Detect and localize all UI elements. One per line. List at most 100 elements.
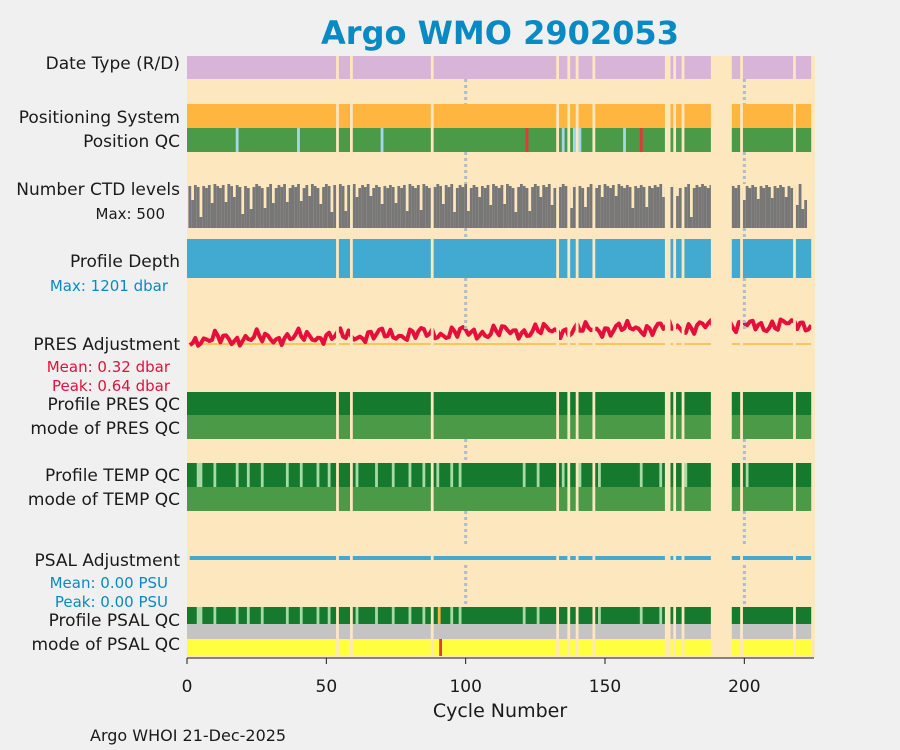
temp-qc-marker — [745, 463, 749, 487]
ctd-level-bar — [327, 186, 331, 228]
x-tick-label: 100 — [449, 677, 481, 697]
cycle-gap — [793, 56, 796, 658]
ctd-level-bar — [653, 185, 657, 228]
ctd-level-bar — [422, 184, 426, 228]
label-number-ctd-levels: Number CTD levels — [16, 180, 180, 200]
ctd-level-bar — [258, 186, 261, 228]
ctd-level-bar — [500, 185, 504, 228]
cycle-gap — [681, 56, 685, 658]
ctd-level-bar — [634, 186, 638, 228]
ctd-level-bar — [444, 185, 448, 228]
bar-position-qc — [187, 128, 814, 152]
ctd-level-bar — [768, 187, 771, 228]
bar-mode-pres-qc — [187, 415, 814, 439]
cycle-gap — [592, 56, 596, 658]
x-tick-label: 200 — [728, 677, 760, 697]
ctd-level-bar — [207, 185, 211, 228]
ctd-level-bar — [263, 208, 267, 228]
ctd-level-bar — [205, 188, 208, 228]
ctd-level-bar — [650, 188, 654, 228]
bar-mode-psal-qc — [187, 639, 814, 656]
ctd-level-bar — [224, 202, 228, 228]
label-mode-pres-qc: mode of PRES QC — [30, 419, 180, 439]
ctd-level-bar — [433, 187, 437, 228]
ctd-level-bar — [628, 187, 632, 228]
ctd-level-bar — [193, 185, 197, 228]
psal-qc-marker — [536, 607, 540, 624]
ctd-level-bar — [210, 203, 214, 228]
ctd-level-bar — [508, 186, 512, 228]
ctd-level-bar — [600, 197, 604, 228]
ctd-level-bar — [255, 184, 259, 228]
status-bars — [187, 56, 814, 656]
ctd-level-bar — [520, 184, 523, 228]
ctd-level-bar — [469, 188, 473, 228]
ctd-level-bar — [405, 211, 409, 228]
temp-qc-marker — [246, 463, 250, 487]
ctd-level-bar — [489, 205, 493, 228]
ctd-level-bar — [698, 187, 702, 228]
ctd-level-bar — [249, 209, 253, 228]
position-qc-marker — [578, 128, 582, 152]
psal-qc-marker — [391, 607, 395, 624]
chart-title: Argo WMO 2902053 — [321, 14, 679, 52]
position-qc-marker — [623, 128, 626, 152]
ctd-level-bar — [542, 185, 546, 228]
bar-profile-depth — [187, 239, 814, 278]
ctd-level-bar — [288, 188, 292, 228]
ctd-level-bar — [297, 184, 300, 228]
ctd-level-bar — [742, 200, 746, 228]
bar-psal-qc-grey — [187, 624, 814, 639]
ctd-level-bar — [196, 187, 200, 228]
ctd-level-bar — [299, 201, 303, 228]
ctd-level-bar — [322, 187, 325, 228]
ctd-level-bar — [280, 187, 284, 228]
ctd-level-bar — [302, 188, 306, 228]
x-tick-label: 0 — [182, 677, 193, 697]
ctd-level-bar — [439, 186, 442, 228]
ctd-level-bar — [386, 188, 390, 228]
ctd-level-bar — [358, 188, 362, 228]
ctd-level-bar — [517, 187, 521, 228]
ctd-level-bar — [400, 188, 403, 228]
ctd-level-bar — [689, 217, 693, 228]
cycle-gap — [556, 56, 560, 658]
ctd-level-bar — [480, 186, 484, 228]
ctd-level-bar — [411, 186, 415, 228]
temp-qc-marker — [578, 463, 582, 487]
cycle-gap — [673, 56, 677, 658]
position-qc-marker — [235, 128, 239, 152]
position-qc-bad — [525, 128, 529, 152]
reference-lines — [464, 79, 746, 607]
position-qc-bad — [639, 128, 643, 152]
ctd-level-bar — [701, 184, 704, 228]
ctd-level-bar — [787, 186, 791, 228]
ctd-level-bar — [246, 188, 250, 228]
depth-max-annotation: Max: 1201 dbar — [50, 277, 169, 295]
temp-qc-marker — [391, 463, 395, 487]
ctd-level-bar — [316, 188, 320, 228]
ctd-level-bar — [377, 187, 381, 228]
temp-qc-marker — [260, 463, 264, 487]
ctd-level-bar — [798, 184, 802, 228]
label-profile-temp-qc: Profile TEMP QC — [45, 466, 180, 486]
ctd-level-bar — [352, 184, 356, 228]
ctd-level-bar — [277, 185, 281, 228]
temp-qc-marker — [327, 463, 331, 487]
psal-qc-marker — [213, 607, 217, 624]
ctd-level-bar — [389, 185, 392, 228]
label-profile-psal-qc: Profile PSAL QC — [49, 611, 180, 631]
ctd-level-bar — [244, 186, 247, 228]
temp-qc-marker — [199, 463, 203, 487]
ctd-level-bar — [478, 197, 481, 228]
ctd-level-bar — [801, 209, 805, 228]
bar-profile-psal-qc — [187, 607, 814, 624]
ctd-level-bar — [199, 217, 203, 228]
ctd-level-bar — [383, 186, 387, 228]
ctd-level-bar — [784, 197, 788, 228]
ctd-max-annotation: Max: 500 — [96, 205, 165, 223]
temp-qc-marker — [639, 463, 643, 487]
x-ticks: 0 50 100 150 200 — [182, 658, 761, 697]
ctd-level-bar — [670, 187, 674, 228]
temp-qc-marker — [299, 463, 303, 487]
